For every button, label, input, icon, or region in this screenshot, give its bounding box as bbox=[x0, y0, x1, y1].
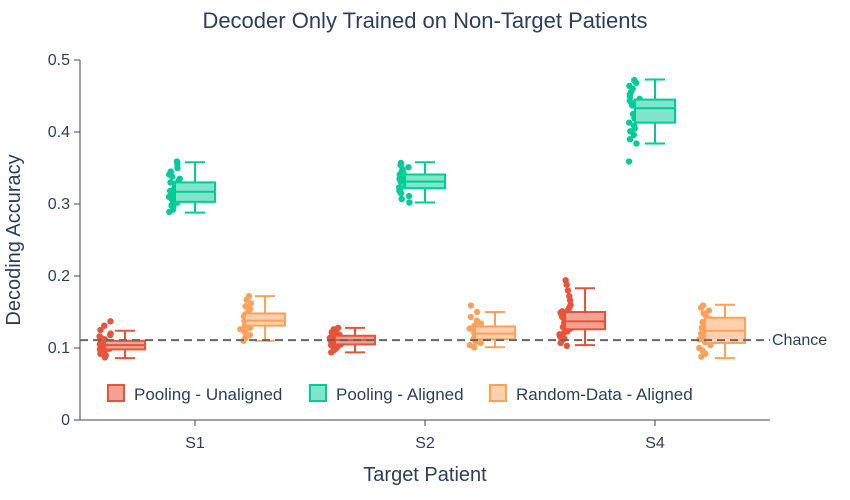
x-tick-label: S2 bbox=[415, 435, 435, 452]
data-point bbox=[176, 175, 183, 182]
data-point bbox=[631, 76, 638, 84]
chance-label: Chance bbox=[772, 332, 827, 349]
legend-swatch bbox=[489, 384, 507, 402]
x-tick-label: S1 bbox=[185, 435, 205, 452]
data-point bbox=[242, 303, 249, 310]
data-point bbox=[625, 119, 633, 126]
data-point bbox=[699, 302, 707, 309]
box bbox=[244, 312, 286, 327]
legend-swatch bbox=[309, 384, 327, 402]
y-tick-label: 0.1 bbox=[48, 340, 70, 357]
y-tick-label: 0.4 bbox=[48, 124, 70, 141]
data-point bbox=[334, 324, 342, 332]
legend-swatch bbox=[107, 384, 125, 402]
data-point bbox=[473, 317, 481, 324]
data-point bbox=[406, 199, 413, 206]
data-point bbox=[167, 168, 175, 175]
legend-label: Pooling - Unaligned bbox=[134, 385, 282, 404]
data-point bbox=[245, 292, 253, 300]
chart-title: Decoder Only Trained on Non-Target Patie… bbox=[202, 8, 647, 33]
data-point bbox=[705, 307, 713, 314]
y-tick-label: 0.2 bbox=[48, 268, 70, 285]
plot-area: 0 0.1 0.2 0.3 0.4 0.5 S1 S2 S4 Chance bbox=[48, 52, 828, 452]
x-axis-title: Target Patient bbox=[363, 464, 487, 486]
data-point bbox=[405, 192, 413, 200]
legend-label: Random-Data - Aligned bbox=[516, 385, 693, 404]
data-point bbox=[107, 330, 114, 337]
data-point bbox=[696, 344, 703, 352]
data-point bbox=[626, 82, 633, 90]
data-point bbox=[562, 277, 569, 284]
legend: Pooling - Unaligned Pooling - Aligned Rand… bbox=[107, 384, 693, 404]
data-point bbox=[173, 158, 181, 165]
data-point bbox=[566, 292, 573, 300]
data-point bbox=[101, 322, 108, 329]
data-point bbox=[633, 140, 640, 147]
data-point bbox=[97, 326, 104, 334]
data-point bbox=[237, 326, 244, 333]
x-tick-label: S4 bbox=[645, 435, 665, 452]
data-point bbox=[700, 310, 707, 317]
data-point bbox=[467, 313, 475, 321]
data-point bbox=[467, 302, 475, 309]
data-point bbox=[398, 195, 405, 203]
data-point bbox=[167, 179, 174, 186]
data-point bbox=[559, 308, 566, 315]
data-point bbox=[397, 159, 405, 167]
legend-label: Pooling - Aligned bbox=[336, 385, 464, 404]
data-point bbox=[630, 122, 638, 129]
data-point bbox=[396, 184, 403, 191]
box bbox=[634, 98, 676, 124]
data-point bbox=[563, 342, 571, 350]
y-tick-label: 0 bbox=[61, 412, 70, 429]
data-point bbox=[564, 287, 572, 294]
y-tick-label: 0.5 bbox=[48, 52, 70, 69]
y-tick-label: 0.3 bbox=[48, 196, 70, 213]
data-point bbox=[473, 308, 481, 316]
data-point bbox=[466, 341, 474, 349]
data-point bbox=[107, 318, 114, 325]
data-point bbox=[96, 333, 103, 340]
data-point bbox=[247, 300, 255, 307]
y-axis-title: Decoding Accuracy bbox=[3, 154, 25, 325]
data-point bbox=[698, 324, 705, 332]
data-point bbox=[626, 136, 634, 143]
data-point bbox=[625, 158, 633, 165]
data-point bbox=[698, 330, 705, 337]
data-point bbox=[405, 164, 412, 171]
